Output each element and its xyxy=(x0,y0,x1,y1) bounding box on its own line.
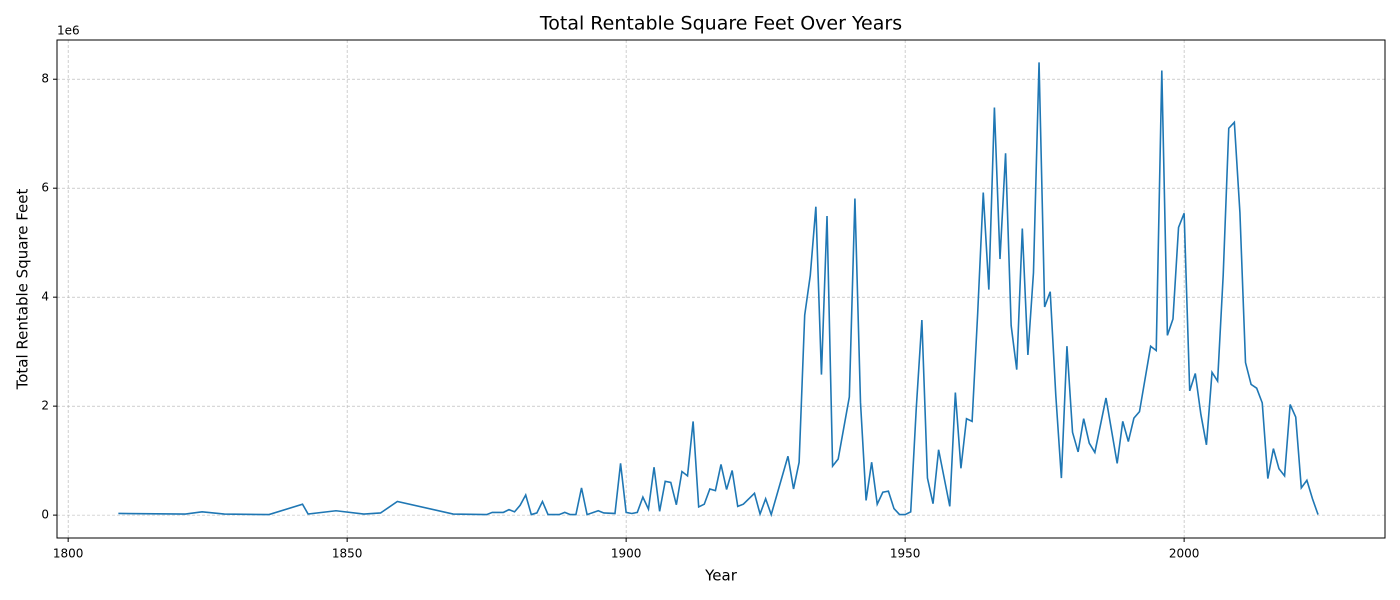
x-tick-label: 1850 xyxy=(332,547,363,561)
y-tick-label: 0 xyxy=(41,508,49,522)
y-tick-label: 2 xyxy=(41,399,49,413)
y-tick-label: 4 xyxy=(41,290,49,304)
y-tick-label: 8 xyxy=(41,72,49,86)
x-tick-label: 1800 xyxy=(53,547,84,561)
x-axis-label: Year xyxy=(704,567,738,585)
chart-title: Total Rentable Square Feet Over Years xyxy=(539,13,902,35)
x-tick-label: 1900 xyxy=(611,547,642,561)
data-line xyxy=(118,62,1319,518)
y-offset-label: 1e6 xyxy=(57,24,80,38)
x-tick-label: 1950 xyxy=(890,547,921,561)
y-axis-label: Total Rentable Square Feet xyxy=(14,189,32,391)
x-tick-label: 2000 xyxy=(1169,547,1200,561)
plot-frame xyxy=(56,39,1386,539)
y-tick-label: 6 xyxy=(41,181,49,195)
